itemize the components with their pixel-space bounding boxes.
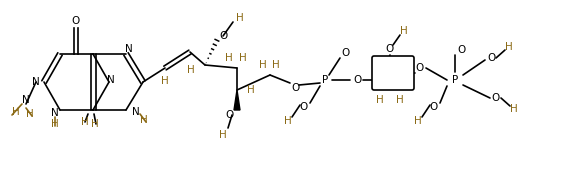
Text: H: H [272,60,280,70]
Text: H: H [225,53,233,63]
Text: H: H [140,115,148,125]
Text: H: H [91,119,99,129]
Text: H: H [400,26,408,36]
FancyBboxPatch shape [372,56,414,90]
Text: H: H [161,76,169,86]
Text: O: O [226,110,234,120]
Text: H: H [219,130,227,140]
Text: O: O [342,48,350,58]
Text: H: H [376,95,384,105]
Text: O: O [430,102,438,112]
Text: O: O [300,102,308,112]
Text: N: N [132,107,140,117]
Polygon shape [234,90,240,110]
Text: H: H [51,119,59,129]
Text: O: O [487,53,495,63]
Text: N: N [22,95,30,105]
Text: H: H [236,13,244,23]
Text: N: N [125,44,133,54]
Text: H: H [505,42,513,52]
Text: N: N [32,77,40,87]
Text: N: N [107,75,115,85]
Text: Abs: Abs [385,69,401,78]
Text: H: H [187,65,195,75]
Text: H: H [284,116,292,126]
Text: O: O [457,45,465,55]
Text: H: H [259,60,267,70]
Text: N: N [51,108,59,118]
Text: H: H [414,116,422,126]
Text: H: H [510,104,518,114]
Text: H: H [26,109,34,119]
Text: O: O [492,93,500,103]
Text: H: H [239,53,247,63]
Text: P: P [322,75,328,85]
Text: H: H [247,85,255,95]
Text: H: H [81,117,89,127]
Text: O: O [416,63,424,73]
Text: H: H [12,107,20,117]
Text: O: O [386,44,394,54]
Text: O: O [72,16,80,26]
Text: O: O [291,83,299,93]
Text: H: H [396,95,404,105]
Text: O: O [354,75,362,85]
Text: O: O [219,31,227,41]
Text: P: P [452,75,458,85]
